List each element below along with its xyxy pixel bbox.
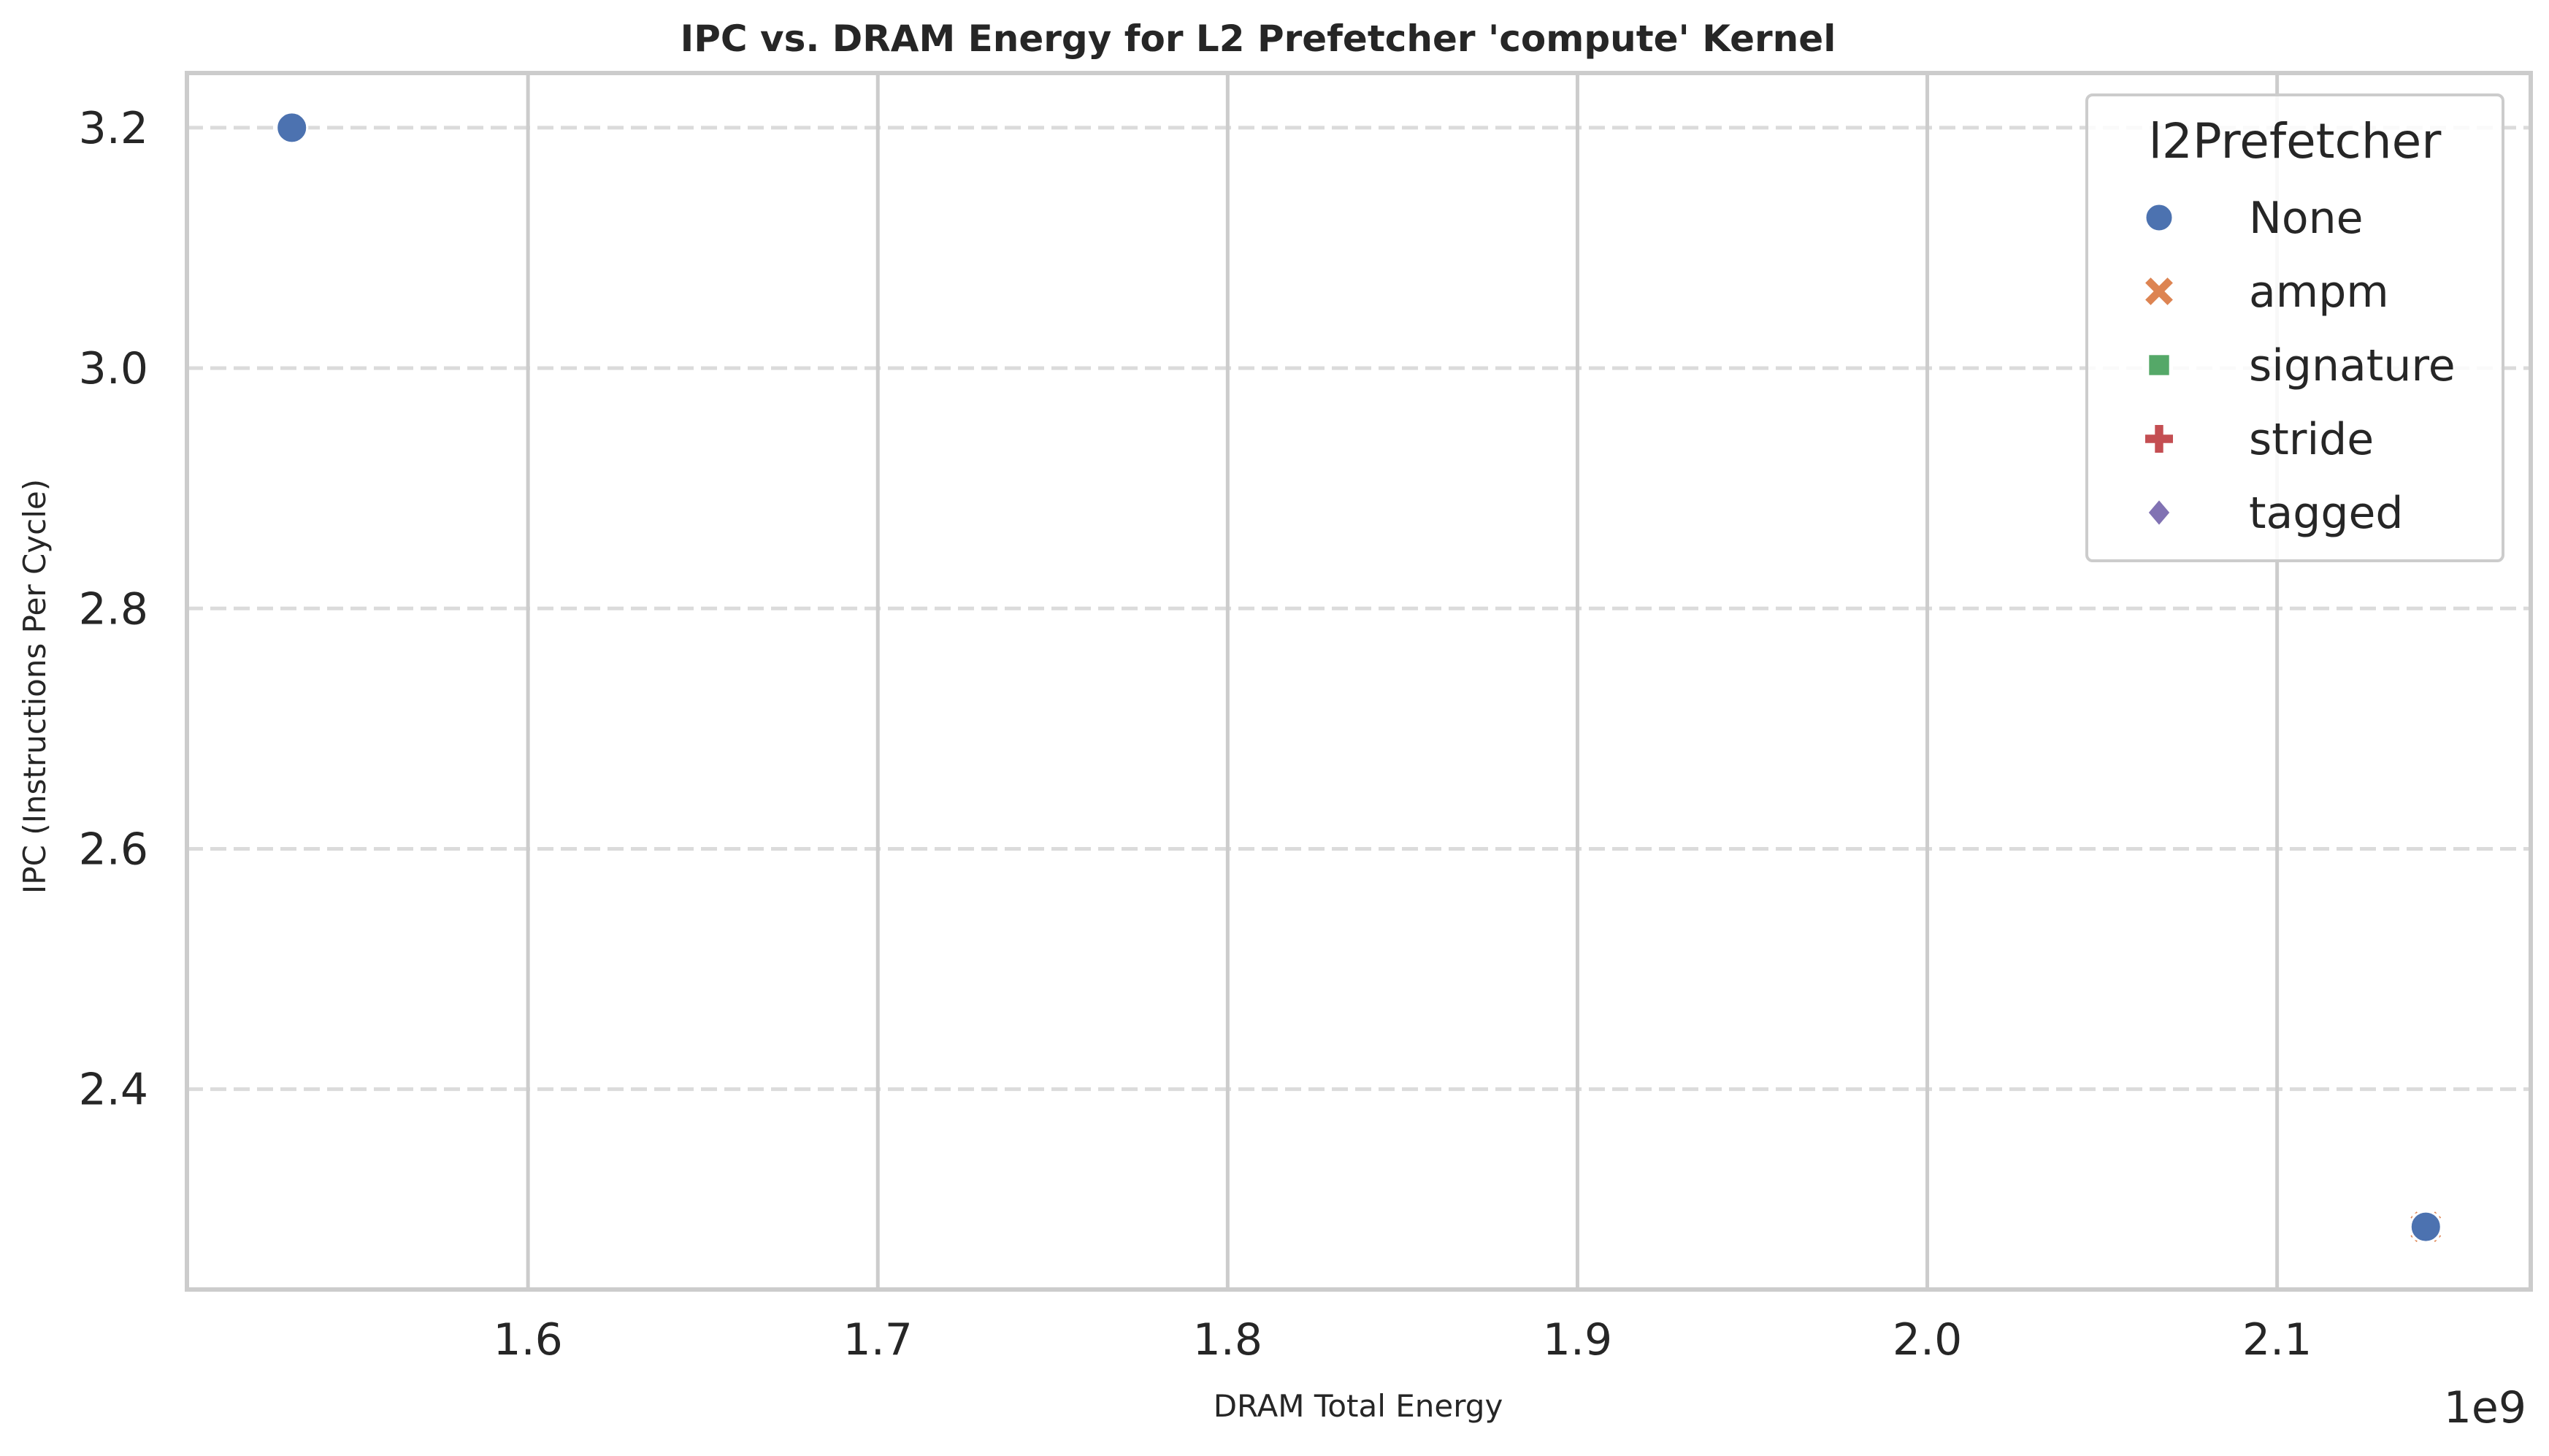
x-axis-label: DRAM Total Energy (1214, 1388, 1503, 1424)
legend-label: ampm (2249, 267, 2389, 318)
chart-title: IPC vs. DRAM Energy for L2 Prefetcher 'c… (681, 18, 1836, 60)
plot-frame (185, 71, 2533, 1292)
x-tick-label: 1.9 (1543, 1314, 1612, 1365)
x-tick-label: 2.0 (1893, 1314, 1962, 1365)
data-points (275, 111, 2442, 1244)
y-tick-label: 2.4 (79, 1065, 148, 1116)
legend-label: tagged (2249, 488, 2403, 539)
legend-marker-signature (2147, 353, 2172, 378)
legend-box (2085, 93, 2504, 562)
y-tick-label: 2.6 (79, 824, 148, 875)
x-tick-label: 1.8 (1193, 1314, 1262, 1365)
data-point-none (275, 111, 309, 145)
legend-marker-stride (2145, 425, 2173, 453)
legend: l2Prefetcher None ampm signature stride tagg… (2085, 93, 2504, 562)
y-axis-label: IPC (Instructions Per Cycle) (17, 479, 53, 894)
y-tick-label: 3.0 (79, 343, 148, 394)
legend-label: signature (2249, 340, 2456, 391)
legend-label: stride (2249, 414, 2374, 465)
data-point-none (2409, 1210, 2442, 1244)
x-tick-label: 2.1 (2242, 1314, 2312, 1365)
x-offset-label: 1e9 (2444, 1382, 2526, 1433)
legend-entries: None ampm signature stride tagged (2144, 193, 2456, 539)
y-tick-label: 3.2 (79, 103, 148, 154)
y-tick-label: 2.8 (79, 583, 148, 635)
legend-marker-tagged (2145, 497, 2173, 529)
x-tick-label: 1.7 (843, 1314, 913, 1365)
legend-title: l2Prefetcher (2149, 113, 2442, 169)
legend-marker-none (2144, 202, 2174, 233)
legend-marker-ampm (2145, 277, 2173, 305)
y-tick-labels: 2.4 2.6 2.8 3.0 3.2 (79, 103, 148, 1116)
legend-label: None (2249, 193, 2364, 244)
x-tick-labels: 1.6 1.7 1.8 1.9 2.0 2.1 (493, 1314, 2312, 1365)
x-tick-label: 1.6 (493, 1314, 562, 1365)
